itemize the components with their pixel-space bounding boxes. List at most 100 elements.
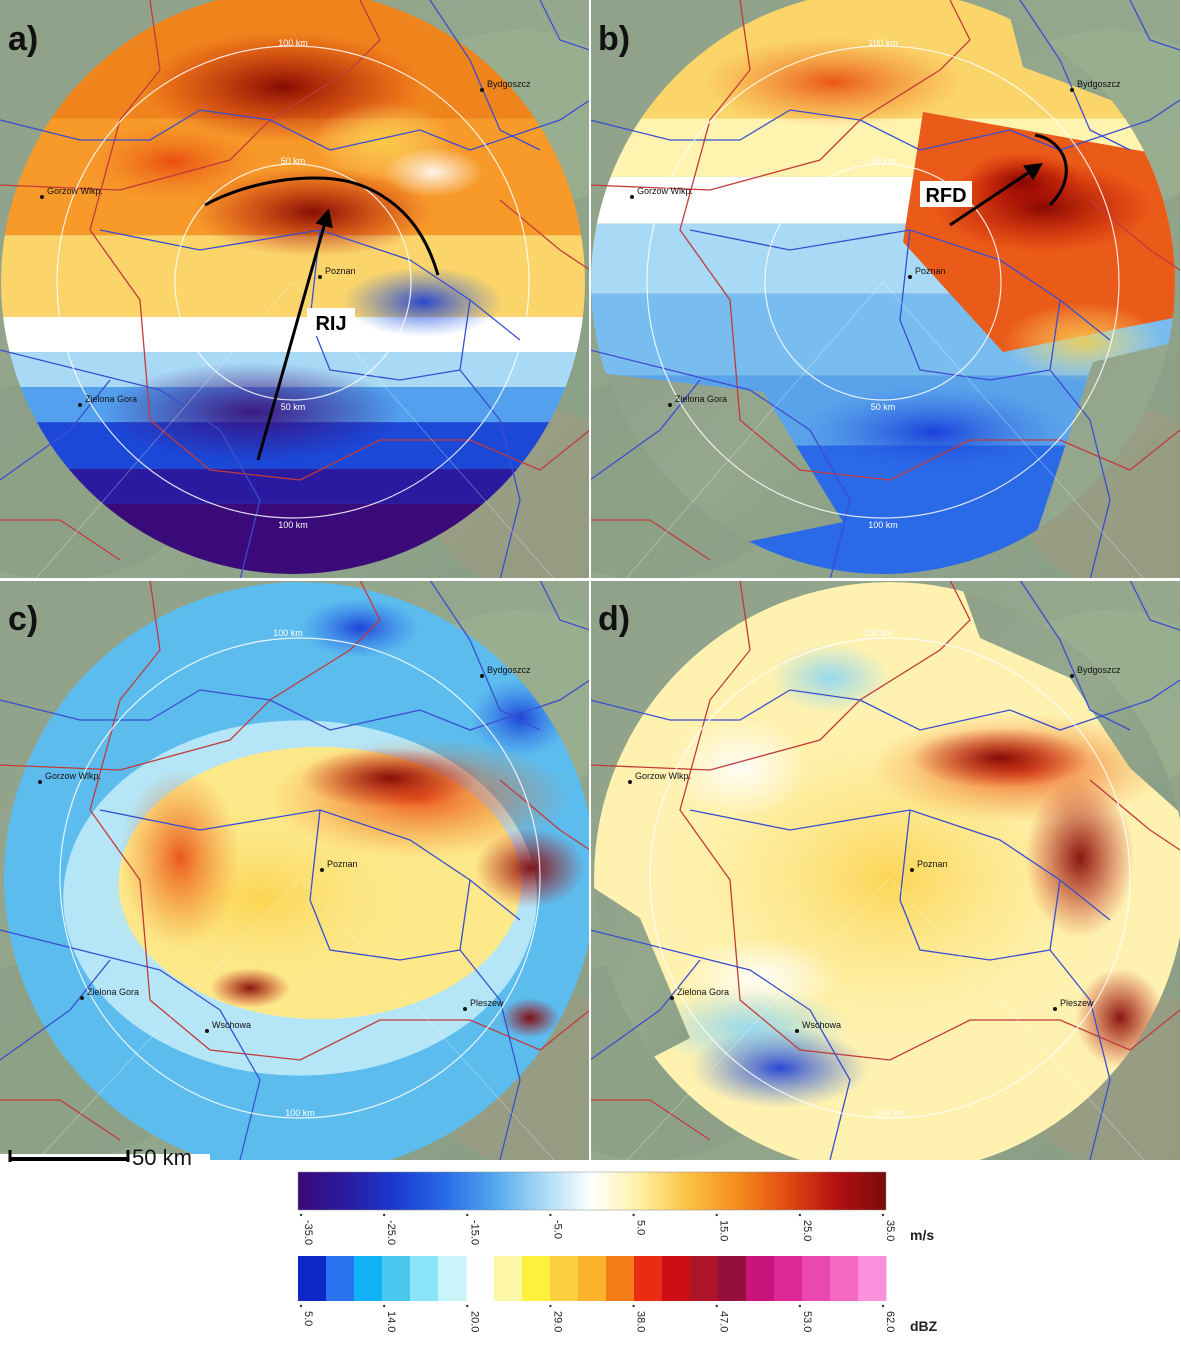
place-marker-gorzow (630, 195, 634, 199)
range-label-r100: 100 km (278, 520, 308, 530)
place-marker-gorzow (628, 780, 632, 784)
place-name-zielona: Zielona Gora (87, 987, 139, 997)
velocity-legend-colorbar (297, 1171, 887, 1211)
velocity-legend-tick-label: -35.0 (302, 1220, 314, 1245)
place-name-pleszew: Pleszew (1060, 998, 1094, 1008)
reflectivity-legend-swatch (830, 1256, 859, 1301)
reflectivity-legend-swatch (774, 1256, 803, 1301)
panel-label-c: c) (8, 600, 38, 638)
place-name-poznan: Poznan (327, 859, 358, 869)
reflectivity-legend-swatch (298, 1256, 327, 1301)
place-labels: Gorzow Wlkp. Poznan Zielona Gora Bydgoszcz W… (628, 665, 1121, 1033)
velocity-legend-tick-label: 5.0 (635, 1220, 647, 1235)
range-label-r50: 50 km (281, 402, 306, 412)
reflectivity-legend-swatch (494, 1256, 523, 1301)
admin-borders (590, 580, 1180, 1160)
place-marker-zielona (80, 996, 84, 1000)
reflectivity-legend-swatch (718, 1256, 747, 1301)
velocity-legend-tick-label: 35.0 (884, 1220, 896, 1241)
scale-bar: 50 km (0, 1145, 210, 1165)
rij-arrow (256, 208, 333, 461)
place-name-poznan: Poznan (325, 266, 356, 276)
reflectivity-legend-swatch (690, 1256, 719, 1301)
panel-label-a: a) (8, 20, 38, 58)
place-name-zielona: Zielona Gora (677, 987, 729, 997)
reflectivity-legend-swatch (858, 1256, 887, 1301)
radar-panel-b: 50 km 50 km 100 km 100 km Gorzow Wlkp. Poznan… (590, 0, 1180, 580)
place-marker-pleszew (1053, 1007, 1057, 1011)
rfd-label-box (920, 181, 972, 207)
reflectivity-legend-swatch (606, 1256, 635, 1301)
velocity-legend-tick-label: -15.0 (468, 1220, 480, 1245)
reflectivity-legend-tick-label: 14.0 (385, 1311, 397, 1332)
rfd-label: RFD (925, 185, 966, 207)
range-label-r100: 100 km (285, 1108, 315, 1118)
place-name-gorzow: Gorzow Wlkp. (45, 771, 101, 781)
place-name-pleszew: Pleszew (470, 998, 504, 1008)
reflectivity-legend-swatch (802, 1256, 831, 1301)
radar-panel-c: 100 km 100 km Gorzow Wlkp. Poznan Zielona Go… (0, 580, 590, 1160)
place-marker-zielona (668, 403, 672, 407)
radar-panel-a: 50 km 50 km 100 km 100 km Gorzow Wlkp. Poznan… (0, 0, 590, 580)
place-marker-gorzow (40, 195, 44, 199)
reflectivity-legend-swatch (746, 1256, 775, 1301)
range-label-r100: 100 km (273, 628, 303, 638)
range-label-r100: 100 km (868, 38, 898, 48)
range-label-r100: 100 km (875, 1108, 905, 1118)
admin-borders (0, 580, 590, 1160)
place-name-bydgoszcz: Bydgoszcz (487, 79, 531, 89)
radar-echo-area (4, 582, 590, 1160)
hook-arc (1034, 133, 1068, 207)
place-marker-bydgoszcz (480, 674, 484, 678)
reflectivity-legend-tick-label: 47.0 (718, 1311, 730, 1332)
rij-label-box (307, 308, 355, 336)
panel-label-b: b) (598, 20, 630, 58)
place-marker-wschowa (795, 1029, 799, 1033)
radar-panel-d: 100 km 100 km Gorzow Wlkp. Poznan Zielona Go… (590, 580, 1180, 1160)
reflectivity-legend-swatch (550, 1256, 579, 1301)
velocity-legend: -35.0 -25.0 -15.0 -5.0 5.0 15.0 25.0 35.0 m/s (297, 1171, 934, 1245)
place-name-bydgoszcz: Bydgoszcz (1077, 79, 1121, 89)
color-legends: -35.0 -25.0 -15.0 -5.0 5.0 15.0 25.0 35.0 m/s 5.0… (297, 1171, 938, 1334)
range-rings (59, 637, 541, 1119)
place-marker-wschowa (205, 1029, 209, 1033)
reflectivity-legend-swatch (382, 1256, 411, 1301)
place-name-wschowa: Wschowa (212, 1020, 251, 1030)
reflectivity-legend-swatch (326, 1256, 355, 1301)
reflectivity-legend-tick-label: 5.0 (302, 1311, 314, 1326)
reflectivity-legend-swatch (634, 1256, 663, 1301)
panel-divider-vertical (589, 0, 591, 1165)
range-labels: 50 km 50 km 100 km 100 km (868, 38, 898, 530)
place-marker-poznan (318, 275, 322, 279)
range-label-r50: 50 km (871, 156, 896, 166)
velocity-legend-tick-label: 25.0 (801, 1220, 813, 1241)
reflectivity-legend-tick-label: 29.0 (551, 1311, 563, 1332)
place-name-zielona: Zielona Gora (675, 394, 727, 404)
place-labels: Gorzow Wlkp. Poznan Zielona Gora Bydgoszcz W… (38, 665, 531, 1033)
velocity-legend-tick-label: -25.0 (385, 1220, 397, 1245)
range-labels: 100 km 100 km (273, 628, 315, 1118)
place-marker-zielona (670, 996, 674, 1000)
place-marker-poznan (908, 275, 912, 279)
place-marker-bydgoszcz (480, 88, 484, 92)
reflectivity-legend-tick-label: 62.0 (884, 1311, 896, 1332)
range-label-r100: 100 km (278, 38, 308, 48)
reflectivity-legend-swatch (410, 1256, 439, 1301)
place-name-poznan: Poznan (915, 266, 946, 276)
velocity-legend-tick-label: -5.0 (551, 1220, 563, 1239)
place-marker-bydgoszcz (1070, 88, 1074, 92)
reflectivity-legend-unit: dBZ (910, 1318, 938, 1334)
place-name-gorzow: Gorzow Wlkp. (635, 771, 691, 781)
reflectivity-legend-swatch (354, 1256, 383, 1301)
place-marker-pleszew (463, 1007, 467, 1011)
place-name-wschowa: Wschowa (802, 1020, 841, 1030)
reflectivity-legend-tick-label: 20.0 (468, 1311, 480, 1332)
place-marker-gorzow (38, 780, 42, 784)
range-label-r100: 100 km (868, 520, 898, 530)
reflectivity-legend: 5.0 14.0 20.0 29.0 38.0 47.0 53.0 62.0 dBZ (298, 1256, 938, 1334)
range-rings (56, 45, 530, 519)
range-label-r50: 50 km (281, 156, 306, 166)
reflectivity-legend-swatch (578, 1256, 607, 1301)
range-labels: 50 km 50 km 100 km 100 km (278, 38, 308, 530)
range-label-r50: 50 km (871, 402, 896, 412)
